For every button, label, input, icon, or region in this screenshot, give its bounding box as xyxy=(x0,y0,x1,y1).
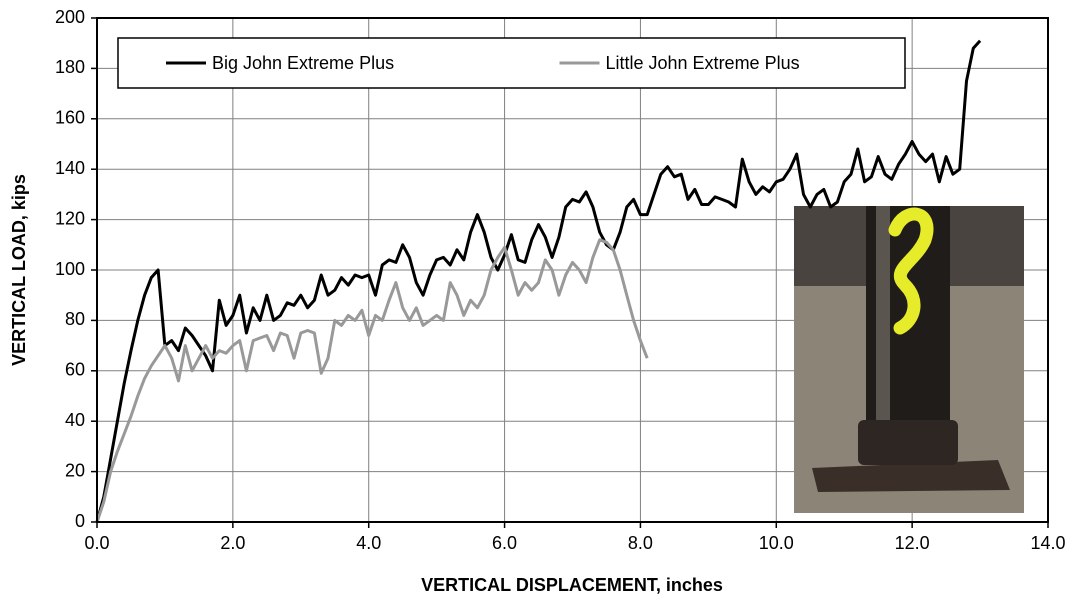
x-tick-label: 2.0 xyxy=(220,533,245,553)
y-tick-label: 100 xyxy=(55,259,85,279)
x-tick-label: 6.0 xyxy=(492,533,517,553)
y-tick-label: 200 xyxy=(55,7,85,27)
y-tick-label: 0 xyxy=(75,511,85,531)
photo-post-highlight xyxy=(876,206,890,431)
y-axis-title: VERTICAL LOAD, kips xyxy=(9,174,29,366)
x-tick-label: 12.0 xyxy=(895,533,930,553)
photo-plate xyxy=(812,460,1010,492)
inset-photo xyxy=(794,206,1024,513)
x-axis-title: VERTICAL DISPLACEMENT, inches xyxy=(421,575,723,595)
series-line xyxy=(95,238,649,523)
lines xyxy=(95,39,982,523)
x-tick-label: 0.0 xyxy=(84,533,109,553)
y-tick-label: 160 xyxy=(55,108,85,128)
x-tick-label: 14.0 xyxy=(1030,533,1065,553)
x-tick-label: 10.0 xyxy=(759,533,794,553)
y-tick-label: 20 xyxy=(65,460,85,480)
y-tick-label: 140 xyxy=(55,158,85,178)
legend-box xyxy=(117,37,906,89)
y-tick-label: 40 xyxy=(65,410,85,430)
series-line xyxy=(95,39,982,523)
x-tick-label: 4.0 xyxy=(356,533,381,553)
legend: Big John Extreme Plus Little John Extreme… xyxy=(117,37,906,89)
legend-label: Little John Extreme Plus xyxy=(606,53,800,73)
photo-marking xyxy=(888,207,934,335)
y-tick-label: 60 xyxy=(65,360,85,380)
photo-collar xyxy=(858,420,958,465)
y-tick-label: 120 xyxy=(55,208,85,228)
x-tick-label: 8.0 xyxy=(628,533,653,553)
y-tick-label: 80 xyxy=(65,309,85,329)
y-tick-label: 180 xyxy=(55,57,85,77)
legend-label: Big John Extreme Plus xyxy=(212,53,394,73)
